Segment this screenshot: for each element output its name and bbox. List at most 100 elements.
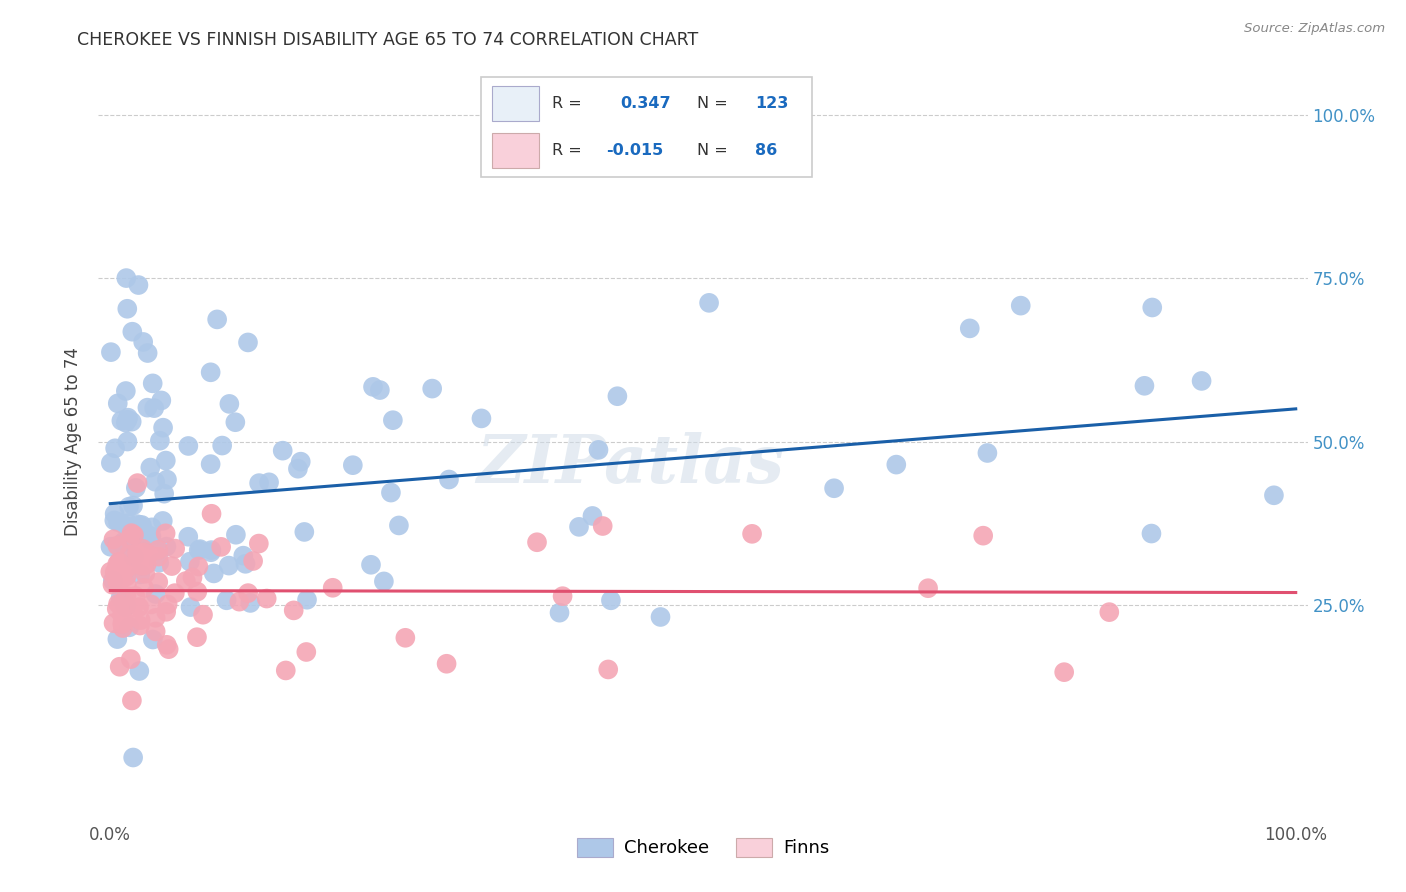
Point [108, 659, 131, 673]
Point [152, 420, 174, 434]
Point [117, 413, 139, 427]
Point [118, 532, 141, 546]
Point [592, 519, 614, 533]
Point [361, 380, 384, 394]
Point [163, 586, 186, 600]
Point [115, 569, 138, 583]
Point [290, 455, 312, 469]
Point [100, 540, 122, 554]
Text: R =: R = [553, 96, 582, 111]
Point [548, 606, 571, 620]
Point [228, 594, 250, 608]
Point [174, 574, 197, 588]
Point [588, 442, 610, 457]
Point [236, 586, 259, 600]
Point [156, 638, 179, 652]
Point [129, 558, 152, 573]
Point [110, 564, 132, 578]
Point [186, 584, 208, 599]
Point [117, 301, 139, 316]
Point [741, 526, 763, 541]
Point [247, 536, 270, 550]
Point [122, 750, 145, 764]
Point [98, 565, 121, 579]
Point [108, 598, 131, 612]
Point [150, 393, 173, 408]
Point [1053, 665, 1076, 680]
Point [155, 453, 177, 467]
Point [177, 439, 200, 453]
Point [218, 397, 240, 411]
Point [394, 631, 416, 645]
Text: N =: N = [697, 144, 728, 158]
Point [976, 446, 998, 460]
Point [215, 593, 238, 607]
Point [283, 603, 305, 617]
Point [115, 589, 138, 603]
Point [205, 312, 228, 326]
Point [122, 529, 145, 543]
Point [112, 564, 135, 578]
Point [129, 613, 152, 627]
Point [232, 549, 254, 563]
Point [112, 518, 135, 533]
Point [129, 518, 152, 533]
Point [117, 560, 139, 574]
Point [1098, 605, 1121, 619]
Point [271, 443, 294, 458]
Legend: Cherokee, Finns: Cherokee, Finns [569, 830, 837, 864]
Point [132, 558, 155, 573]
Point [1133, 379, 1156, 393]
Text: Source: ZipAtlas.com: Source: ZipAtlas.com [1244, 22, 1385, 36]
Point [165, 541, 187, 556]
Point [1263, 488, 1285, 502]
Point [153, 486, 176, 500]
Point [122, 600, 145, 615]
Point [470, 411, 492, 425]
Text: R =: R = [553, 144, 582, 158]
Point [156, 598, 179, 612]
Text: N =: N = [697, 96, 728, 111]
Point [108, 555, 131, 569]
Point [121, 325, 143, 339]
Point [143, 401, 166, 416]
Point [117, 434, 139, 449]
Point [132, 545, 155, 559]
Point [200, 365, 222, 379]
Point [155, 526, 177, 541]
Point [139, 533, 162, 547]
Point [420, 382, 443, 396]
Point [600, 593, 623, 607]
Point [526, 535, 548, 549]
Point [124, 589, 146, 603]
Point [129, 567, 152, 582]
Point [157, 642, 180, 657]
Point [111, 608, 134, 623]
Point [121, 415, 143, 429]
Point [115, 579, 138, 593]
Point [274, 664, 297, 678]
Point [141, 520, 163, 534]
Point [103, 513, 125, 527]
Point [143, 475, 166, 489]
Point [118, 500, 141, 514]
Point [107, 515, 129, 529]
Point [209, 540, 232, 554]
Text: ZIPatlas: ZIPatlas [477, 432, 785, 497]
Point [104, 507, 127, 521]
Point [105, 557, 128, 571]
Point [129, 618, 152, 632]
Point [295, 645, 318, 659]
Point [107, 597, 129, 611]
Point [103, 533, 125, 547]
Point [105, 632, 128, 646]
Point [360, 558, 382, 572]
Point [129, 527, 152, 541]
Point [101, 574, 124, 588]
Point [247, 476, 270, 491]
Point [100, 456, 122, 470]
Point [242, 554, 264, 568]
Point [650, 610, 672, 624]
Point [105, 601, 128, 615]
Point [141, 598, 163, 612]
